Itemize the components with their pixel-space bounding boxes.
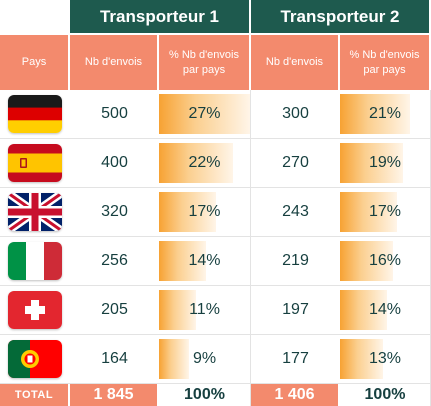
t1-pct-cell: 17% [159, 188, 251, 237]
t1-pct-value: 9% [192, 350, 217, 367]
t2-count: 243 [251, 188, 340, 237]
t2-count: 270 [251, 139, 340, 188]
t2-pct-cell: 13% [340, 335, 431, 384]
spain-flag-icon [8, 144, 62, 182]
table-row-flag [0, 286, 70, 335]
t2-pct-cell: 19% [340, 139, 431, 188]
t1-count: 320 [70, 188, 159, 237]
total-t2-count: 1 406 [251, 384, 340, 406]
t1-pct-cell: 9% [159, 335, 251, 384]
table-row-flag [0, 188, 70, 237]
t2-pct-value: 19% [368, 154, 402, 171]
t1-pct-bar [159, 192, 217, 232]
header-t2-nb-envois: Nb d'envois [251, 33, 340, 90]
t1-count: 205 [70, 286, 159, 335]
t1-pct-value: 22% [188, 154, 221, 171]
t1-count: 400 [70, 139, 159, 188]
t2-pct-cell: 17% [340, 188, 431, 237]
t1-pct-value: 27% [188, 105, 221, 122]
t2-count: 219 [251, 237, 340, 286]
header-t1-pct-line2: par pays [182, 63, 226, 76]
t1-count: 500 [70, 90, 159, 139]
table-row-flag [0, 139, 70, 188]
header-t2-pct-line1: % Nb d'envois [349, 48, 420, 61]
t1-pct-cell: 22% [159, 139, 251, 188]
table-row-flag [0, 237, 70, 286]
t2-pct-value: 17% [368, 203, 402, 220]
total-t1-count: 1 845 [70, 384, 159, 406]
t2-count: 197 [251, 286, 340, 335]
header-t2-pct-line2: par pays [363, 63, 406, 76]
t2-pct-bar [340, 94, 410, 134]
header-t1-pct: % Nb d'envois par pays [159, 33, 251, 90]
total-t2-pct: 100% [340, 384, 431, 406]
t2-pct-cell: 21% [340, 90, 431, 139]
germany-flag-icon [8, 95, 62, 133]
t2-count: 300 [251, 90, 340, 139]
t2-pct-bar [340, 241, 394, 281]
uk-flag-icon [8, 193, 62, 231]
t2-pct-value: 21% [368, 105, 402, 122]
t2-pct-value: 16% [368, 252, 402, 269]
corner-blank [0, 0, 70, 33]
table-row-flag [0, 90, 70, 139]
carrier-1-header: Transporteur 1 [70, 0, 251, 33]
switzerland-flag-icon [8, 291, 62, 329]
t2-pct-cell: 14% [340, 286, 431, 335]
t2-pct-bar [340, 143, 404, 183]
header-pays: Pays [0, 33, 70, 90]
portugal-flag-icon [8, 340, 62, 378]
header-t2-pct: % Nb d'envois par pays [340, 33, 431, 90]
t1-pct-bar [159, 94, 250, 134]
t1-pct-bar [159, 290, 197, 330]
t2-pct-bar [340, 339, 384, 379]
t1-pct-cell: 14% [159, 237, 251, 286]
t1-pct-bar [159, 241, 207, 281]
t1-pct-cell: 11% [159, 286, 251, 335]
total-t1-pct: 100% [159, 384, 251, 406]
t2-pct-bar [340, 290, 387, 330]
t2-pct-cell: 16% [340, 237, 431, 286]
table-row-flag [0, 335, 70, 384]
t2-pct-bar [340, 192, 397, 232]
header-t1-nb-envois: Nb d'envois [70, 33, 159, 90]
t1-pct-value: 17% [188, 203, 221, 220]
carrier-2-header: Transporteur 2 [251, 0, 431, 33]
t1-pct-bar [159, 339, 190, 379]
t1-pct-bar [159, 143, 234, 183]
t1-pct-value: 11% [189, 301, 220, 318]
t1-pct-cell: 27% [159, 90, 251, 139]
italy-flag-icon [8, 242, 62, 280]
t1-count: 164 [70, 335, 159, 384]
t1-pct-value: 14% [188, 252, 221, 269]
t2-count: 177 [251, 335, 340, 384]
t2-pct-value: 13% [368, 350, 402, 367]
t2-pct-value: 14% [368, 301, 402, 318]
total-label: TOTAL [0, 384, 70, 406]
t1-count: 256 [70, 237, 159, 286]
header-t1-pct-line1: % Nb d'envois [169, 48, 239, 61]
